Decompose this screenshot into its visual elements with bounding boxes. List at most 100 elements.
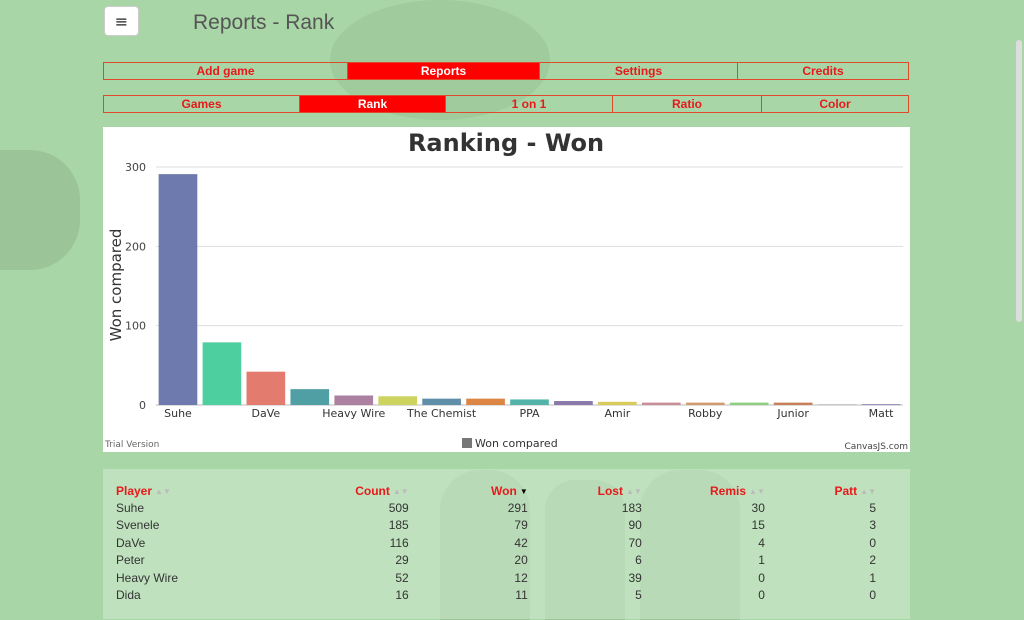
value-cell: 90 xyxy=(628,518,642,533)
bar[interactable] xyxy=(773,402,813,405)
table-row: Heavy Wire 52 12 39 0 1 xyxy=(116,569,876,587)
value-cell: 30 xyxy=(751,500,765,515)
col-count[interactable]: Count ▲▼ xyxy=(275,483,409,499)
col-patt[interactable]: Patt ▲▼ xyxy=(765,483,876,499)
bar[interactable] xyxy=(246,371,286,405)
x-tick-label: The Chemist xyxy=(406,407,477,420)
table-row: Peter 29 20 6 1 2 xyxy=(116,552,876,570)
legend-swatch xyxy=(462,438,472,448)
bar[interactable] xyxy=(202,342,242,405)
bar[interactable] xyxy=(290,389,330,405)
value-cell: 12 xyxy=(514,570,528,585)
scrollbar[interactable] xyxy=(1016,40,1022,322)
x-tick-label: Robby xyxy=(688,407,723,420)
sub-nav: Games Rank 1 on 1 Ratio Color xyxy=(103,95,909,113)
sort-icon: ▲▼ xyxy=(625,486,642,496)
col-label: Patt xyxy=(834,484,858,498)
canvasjs-credit[interactable]: CanvasJS.com xyxy=(845,442,908,452)
nav-credits[interactable]: Credits xyxy=(737,63,908,79)
page-title: Reports - Rank xyxy=(193,11,335,34)
tab-ratio[interactable]: Ratio xyxy=(612,96,761,112)
bar[interactable] xyxy=(685,402,725,405)
value-cell: 185 xyxy=(388,518,409,533)
y-tick-label: 200 xyxy=(125,240,146,253)
bar[interactable] xyxy=(422,398,461,405)
trial-version-label: Trial Version xyxy=(104,440,159,450)
sort-icon: ▲▼ xyxy=(155,486,171,496)
y-tick-label: 0 xyxy=(139,399,146,412)
bar[interactable] xyxy=(334,395,374,405)
bar[interactable] xyxy=(817,404,857,405)
col-lost[interactable]: Lost ▲▼ xyxy=(528,483,642,499)
tab-games[interactable]: Games xyxy=(181,97,222,111)
col-won[interactable]: Won ▼ xyxy=(409,483,528,499)
rank-table: Player ▲▼ Count ▲▼ Won ▼ Lost ▲▼ Remis ▲▼ Pat… xyxy=(116,483,876,604)
value-cell: 42 xyxy=(514,535,528,550)
value-cell: 116 xyxy=(389,535,409,550)
rank-table-panel: Player ▲▼ Count ▲▼ Won ▼ Lost ▲▼ Remis ▲▼ Pat… xyxy=(103,469,910,619)
y-tick-label: 100 xyxy=(125,320,146,333)
col-label: Lost xyxy=(597,484,623,498)
player-name-cell: Dida xyxy=(116,588,141,603)
bar[interactable] xyxy=(510,399,549,405)
main-nav: Add game Reports Settings Credits xyxy=(103,62,909,80)
value-cell: 1 xyxy=(869,570,876,585)
x-tick-label: PPA xyxy=(519,407,540,420)
value-cell: 0 xyxy=(758,588,765,603)
hamburger-menu-button[interactable]: ≡ xyxy=(104,6,139,36)
x-tick-label: Amir xyxy=(604,407,630,420)
bar[interactable] xyxy=(861,404,901,405)
col-remis[interactable]: Remis ▲▼ xyxy=(642,483,765,499)
value-cell: 4 xyxy=(758,535,765,550)
player-name-cell: Svenele xyxy=(116,518,160,533)
value-cell: 20 xyxy=(514,553,528,568)
tab-color[interactable]: Color xyxy=(761,96,908,112)
value-cell: 0 xyxy=(869,535,876,550)
col-player[interactable]: Player ▲▼ xyxy=(116,483,275,499)
chart-ylabel: Won compared xyxy=(107,229,125,342)
player-name-cell: DaVe xyxy=(116,535,146,550)
nav-add-game[interactable]: Add game xyxy=(196,64,255,78)
table-header-row: Player ▲▼ Count ▲▼ Won ▼ Lost ▲▼ Remis ▲▼ Pat… xyxy=(116,483,876,499)
table-row: Dida 16 11 5 0 0 xyxy=(116,587,876,605)
sort-icon: ▲▼ xyxy=(749,486,765,496)
sort-desc-icon: ▼ xyxy=(519,486,528,496)
nav-settings[interactable]: Settings xyxy=(539,63,737,79)
chart-bars xyxy=(158,174,901,405)
bar[interactable] xyxy=(598,401,637,405)
value-cell: 183 xyxy=(621,500,642,515)
bar[interactable] xyxy=(641,402,681,405)
bar[interactable] xyxy=(554,401,593,405)
bar[interactable] xyxy=(729,402,769,405)
tab-rank[interactable]: Rank xyxy=(299,96,445,112)
bar[interactable] xyxy=(466,398,505,405)
x-tick-label: Junior xyxy=(776,407,809,420)
table-row: Suhe 509 291 183 30 5 xyxy=(116,499,876,517)
value-cell: 5 xyxy=(869,500,876,515)
player-name-cell: Suhe xyxy=(116,500,145,515)
value-cell: 3 xyxy=(869,518,876,533)
value-cell: 5 xyxy=(635,588,642,603)
bar[interactable] xyxy=(378,396,418,405)
value-cell: 16 xyxy=(395,588,409,603)
value-cell: 29 xyxy=(395,553,409,568)
bar[interactable] xyxy=(158,174,198,405)
sort-icon: ▲▼ xyxy=(392,486,409,496)
value-cell: 39 xyxy=(628,570,642,585)
nav-reports[interactable]: Reports xyxy=(347,63,539,79)
chart-x-ticks: Suhe DaVe Heavy Wire The Chemist PPA Amir Robb… xyxy=(164,407,894,420)
col-label: Player xyxy=(116,484,153,498)
chart-canvas: Ranking - Won Won compared 0 100 200 300 Su… xyxy=(104,129,908,452)
x-tick-label: Suhe xyxy=(164,407,192,420)
value-cell: 6 xyxy=(635,553,642,568)
table-row: Svenele 185 79 90 15 3 xyxy=(116,517,876,535)
x-tick-label: DaVe xyxy=(252,407,281,420)
value-cell: 509 xyxy=(388,500,409,515)
legend-label[interactable]: Won compared xyxy=(475,437,558,450)
value-cell: 70 xyxy=(628,535,642,550)
col-label: Count xyxy=(355,484,390,498)
chart-title: Ranking - Won xyxy=(408,129,604,157)
tab-1-on-1[interactable]: 1 on 1 xyxy=(445,96,612,112)
player-name-cell: Peter xyxy=(116,553,145,568)
col-label: Remis xyxy=(710,484,747,498)
